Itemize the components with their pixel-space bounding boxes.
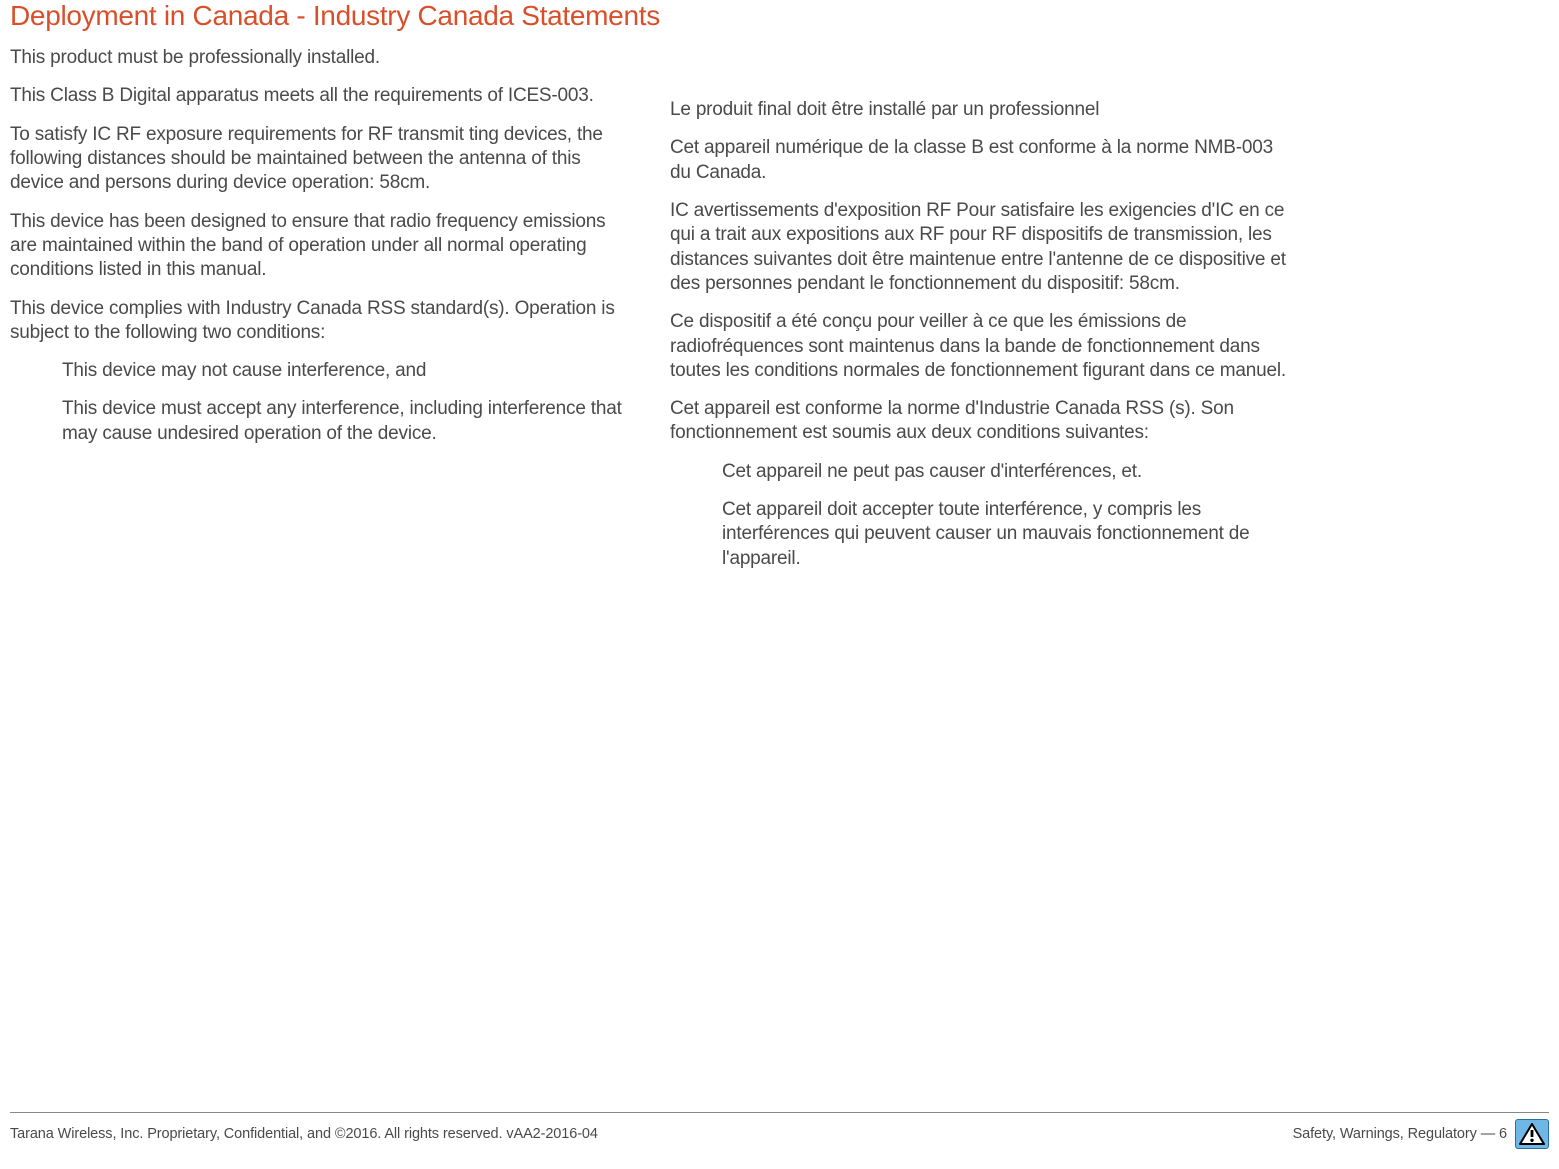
footer-divider xyxy=(10,1112,1549,1113)
footer-right-group: Safety, Warnings, Regulatory — 6 xyxy=(1293,1119,1549,1149)
warning-triangle-icon xyxy=(1515,1119,1549,1149)
paragraph: IC avertissements d'exposition RF Pour s… xyxy=(670,199,1290,296)
footer-page-label: Safety, Warnings, Regulatory — 6 xyxy=(1293,1126,1507,1142)
list-item: This device must accept any interference… xyxy=(10,397,630,446)
paragraph: Cet appareil numérique de la classe B es… xyxy=(670,136,1290,185)
paragraph: This device complies with Industry Canad… xyxy=(10,297,630,346)
paragraph: To satisfy IC RF exposure requirements f… xyxy=(10,123,630,196)
footer-copyright: Tarana Wireless, Inc. Proprietary, Confi… xyxy=(10,1126,598,1142)
paragraph: This product must be professionally inst… xyxy=(10,46,630,70)
page-footer: Tarana Wireless, Inc. Proprietary, Confi… xyxy=(10,1112,1549,1149)
paragraph: This Class B Digital apparatus meets all… xyxy=(10,84,630,108)
document-page: Deployment in Canada - Industry Canada S… xyxy=(0,0,1559,1169)
paragraph: This device has been designed to ensure … xyxy=(10,210,630,283)
section-heading: Deployment in Canada - Industry Canada S… xyxy=(10,0,1549,32)
list-item: Cet appareil ne peut pas causer d'interf… xyxy=(670,460,1290,484)
paragraph: Cet appareil est conforme la norme d'Ind… xyxy=(670,397,1290,446)
column-french: Le produit final doit être installé par … xyxy=(670,46,1290,585)
footer-row: Tarana Wireless, Inc. Proprietary, Confi… xyxy=(10,1119,1549,1149)
column-english: This product must be professionally inst… xyxy=(10,46,630,585)
paragraph: Le produit final doit être installé par … xyxy=(670,98,1290,122)
paragraph: Ce dispositif a été conçu pour veiller à… xyxy=(670,310,1290,383)
list-item: Cet appareil doit accepter toute interfé… xyxy=(670,498,1290,571)
list-item: This device may not cause interference, … xyxy=(10,359,630,383)
two-column-layout: This product must be professionally inst… xyxy=(10,46,1549,585)
